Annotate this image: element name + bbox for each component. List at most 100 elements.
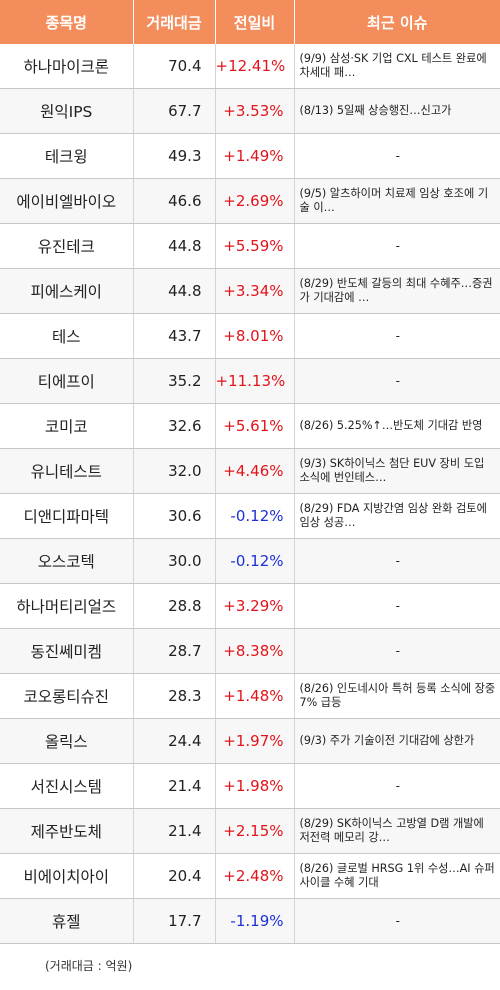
table-row: 올릭스 24.4 +1.97% (9/3) 주가 기술이전 기대감에 상한가 [0, 718, 500, 764]
header-trading-value: 거래대금 [133, 0, 216, 44]
table-row: 테스 43.7 +8.01% - [0, 313, 500, 359]
change-rate: -0.12% [215, 538, 295, 584]
table-row: 하나마이크론 70.4 +12.41% (9/9) 삼성·SK 기업 CXL 테스트 … [0, 44, 500, 89]
recent-issue: - [294, 763, 500, 809]
table-row: 디앤디파마텍 30.6 -0.12% (8/29) FDA 지방간염 임상 완화 검토… [0, 493, 500, 539]
recent-issue: - [294, 313, 500, 359]
table-row: 휴젤 17.7 -1.19% - [0, 898, 500, 944]
change-rate: +5.61% [215, 403, 295, 449]
trading-value: 32.0 [133, 448, 216, 494]
recent-issue: (8/29) 반도체 갈등의 최대 수혜주…증권가 기대감에 … [294, 268, 500, 314]
trading-value: 28.3 [133, 673, 216, 719]
change-rate: +1.98% [215, 763, 295, 809]
header-recent-issue: 최근 이슈 [294, 0, 500, 44]
recent-issue: (8/26) 인도네시아 특허 등록 소식에 장중 7% 급등 [294, 673, 500, 719]
table-row: 피에스케이 44.8 +3.34% (8/29) 반도체 갈등의 최대 수혜주…증권가… [0, 268, 500, 314]
stock-name: 에이비엘바이오 [0, 178, 134, 224]
stock-name: 코오롱티슈진 [0, 673, 134, 719]
trading-value: 28.8 [133, 583, 216, 629]
recent-issue-text: - [395, 599, 400, 613]
recent-issue: - [294, 358, 500, 404]
recent-issue: - [294, 583, 500, 629]
stock-name: 하나마이크론 [0, 44, 134, 89]
change-rate: +2.69% [215, 178, 295, 224]
recent-issue-text: (9/9) 삼성·SK 기업 CXL 테스트 완료에 차세대 패… [299, 52, 487, 79]
table-row: 에이비엘바이오 46.6 +2.69% (9/5) 알츠하이머 치료제 임상 호조에 … [0, 178, 500, 224]
change-rate: +12.41% [215, 44, 295, 89]
table-row: 티에프이 35.2 +11.13% - [0, 358, 500, 404]
change-rate: +1.48% [215, 673, 295, 719]
trading-value: 30.6 [133, 493, 216, 539]
recent-issue: (9/5) 알츠하이머 치료제 임상 호조에 기술 이… [294, 178, 500, 224]
recent-issue-text: (9/3) 주가 기술이전 기대감에 상한가 [299, 734, 475, 747]
table-row: 서진시스템 21.4 +1.98% - [0, 763, 500, 809]
stock-name: 디앤디파마텍 [0, 493, 134, 539]
stock-name: 유진테크 [0, 223, 134, 269]
recent-issue-text: (8/26) 인도네시아 특허 등록 소식에 장중 7% 급등 [299, 682, 496, 709]
recent-issue-text: (9/3) SK하이닉스 첨단 EUV 장비 도입 소식에 번인테스… [299, 457, 485, 484]
recent-issue-text: (8/13) 5일째 상승행진…신고가 [299, 104, 452, 117]
stock-name: 올릭스 [0, 718, 134, 764]
header-stock-name: 종목명 [0, 0, 134, 44]
stock-table: 종목명 거래대금 전일비 최근 이슈 하나마이크론 70.4 +12.41% (9/9… [0, 0, 500, 944]
stock-name: 코미코 [0, 403, 134, 449]
trading-value: 32.6 [133, 403, 216, 449]
stock-name: 동진쎄미켐 [0, 628, 134, 674]
header-change: 전일비 [215, 0, 295, 44]
trading-value: 44.8 [133, 223, 216, 269]
recent-issue: - [294, 898, 500, 944]
change-rate: +1.49% [215, 133, 295, 179]
stock-name: 테크윙 [0, 133, 134, 179]
recent-issue: (9/9) 삼성·SK 기업 CXL 테스트 완료에 차세대 패… [294, 44, 500, 89]
change-rate: +3.29% [215, 583, 295, 629]
recent-issue: - [294, 223, 500, 269]
stock-name: 유니테스트 [0, 448, 134, 494]
recent-issue: (9/3) SK하이닉스 첨단 EUV 장비 도입 소식에 번인테스… [294, 448, 500, 494]
change-rate: +2.48% [215, 853, 295, 899]
recent-issue-text: (8/29) SK하이닉스 고방열 D램 개발에 저전력 메모리 강… [299, 817, 484, 844]
recent-issue-text: - [395, 914, 400, 928]
change-rate: -0.12% [215, 493, 295, 539]
recent-issue-text: - [395, 329, 400, 343]
trading-value: 44.8 [133, 268, 216, 314]
table-row: 유니테스트 32.0 +4.46% (9/3) SK하이닉스 첨단 EUV 장비 도입… [0, 448, 500, 494]
stock-name: 원익IPS [0, 88, 134, 134]
trading-value: 24.4 [133, 718, 216, 764]
trading-value: 46.6 [133, 178, 216, 224]
trading-value: 21.4 [133, 808, 216, 854]
recent-issue-text: - [395, 554, 400, 568]
table-row: 원익IPS 67.7 +3.53% (8/13) 5일째 상승행진…신고가 [0, 88, 500, 134]
table-row: 비에이치아이 20.4 +2.48% (8/26) 글로벌 HRSG 1위 수성…AI… [0, 853, 500, 899]
recent-issue: - [294, 538, 500, 584]
stock-name: 서진시스템 [0, 763, 134, 809]
table-header-row: 종목명 거래대금 전일비 최근 이슈 [0, 0, 500, 44]
recent-issue: (8/26) 5.25%↑…반도체 기대감 반영 [294, 403, 500, 449]
table-row: 하나머티리얼즈 28.8 +3.29% - [0, 583, 500, 629]
table-row: 제주반도체 21.4 +2.15% (8/29) SK하이닉스 고방열 D램 개발에 … [0, 808, 500, 854]
change-rate: +1.97% [215, 718, 295, 764]
recent-issue-text: (8/29) FDA 지방간염 임상 완화 검토에 임상 성공… [299, 502, 487, 529]
table-row: 유진테크 44.8 +5.59% - [0, 223, 500, 269]
recent-issue-text: - [395, 374, 400, 388]
trading-value: 30.0 [133, 538, 216, 584]
recent-issue-text: (8/26) 5.25%↑…반도체 기대감 반영 [299, 419, 483, 432]
stock-name: 테스 [0, 313, 134, 359]
trading-value: 35.2 [133, 358, 216, 404]
stock-name: 하나머티리얼즈 [0, 583, 134, 629]
change-rate: -1.19% [215, 898, 295, 944]
trading-value: 49.3 [133, 133, 216, 179]
table-row: 오스코텍 30.0 -0.12% - [0, 538, 500, 584]
change-rate: +8.01% [215, 313, 295, 359]
change-rate: +3.34% [215, 268, 295, 314]
table-row: 코미코 32.6 +5.61% (8/26) 5.25%↑…반도체 기대감 반영 [0, 403, 500, 449]
table-row: 테크윙 49.3 +1.49% - [0, 133, 500, 179]
recent-issue-text: (8/26) 글로벌 HRSG 1위 수성…AI 슈퍼사이클 수혜 기대 [299, 862, 495, 889]
recent-issue-text: (9/5) 알츠하이머 치료제 임상 호조에 기술 이… [299, 187, 489, 214]
recent-issue: - [294, 628, 500, 674]
trading-value: 17.7 [133, 898, 216, 944]
change-rate: +5.59% [215, 223, 295, 269]
recent-issue-text: (8/29) 반도체 갈등의 최대 수혜주…증권가 기대감에 … [299, 277, 493, 304]
recent-issue-text: - [395, 644, 400, 658]
trading-value: 21.4 [133, 763, 216, 809]
change-rate: +3.53% [215, 88, 295, 134]
